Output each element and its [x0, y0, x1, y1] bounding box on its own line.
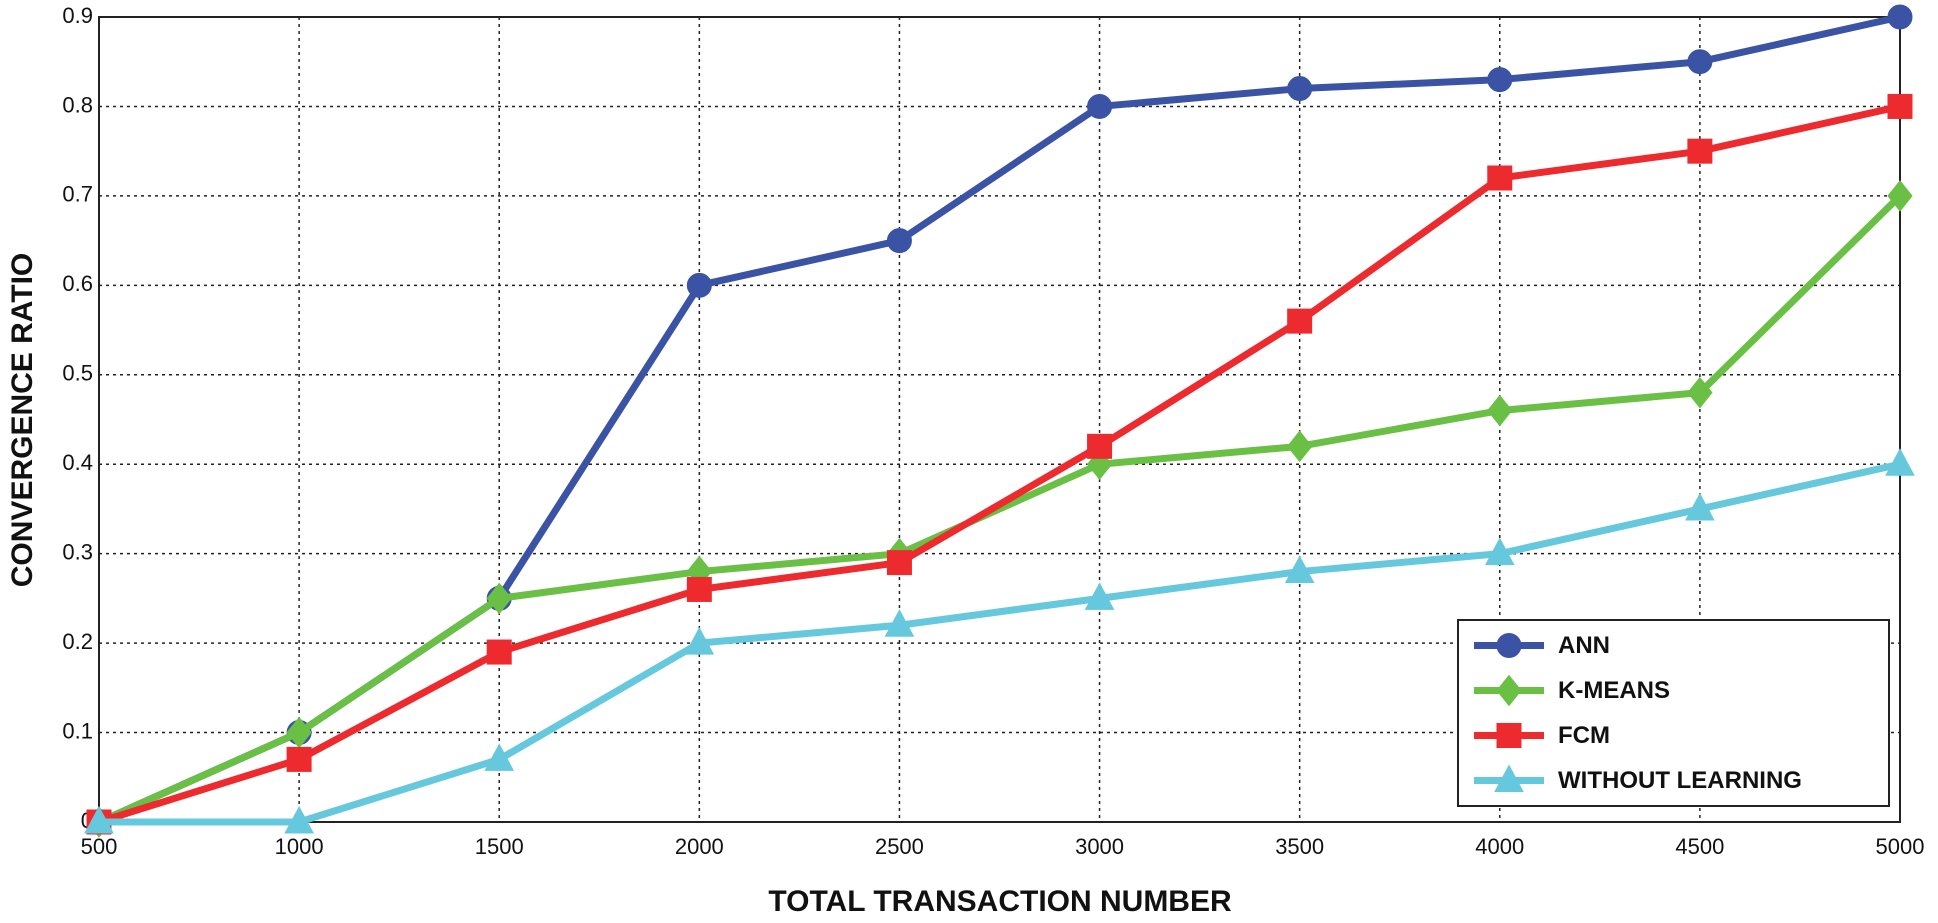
y-tick-label: 0.1 — [62, 718, 93, 743]
data-point — [1887, 4, 1913, 30]
data-point — [1287, 430, 1313, 463]
x-tick-label: 5000 — [1876, 834, 1925, 859]
data-point — [1287, 308, 1313, 334]
legend-label: FCM — [1558, 722, 1610, 749]
y-tick-label: 0.2 — [62, 629, 93, 654]
series-line — [97, 193, 1903, 826]
data-point — [1887, 93, 1913, 119]
y-tick-label: 0.9 — [62, 3, 93, 28]
legend-marker — [1496, 633, 1522, 658]
data-point — [286, 746, 312, 772]
legend: ANN K-MEANS FCM WITHOUT LEARNING — [1457, 619, 1890, 807]
data-point — [1687, 138, 1713, 164]
legend-label: K-MEANS — [1558, 677, 1670, 704]
data-point — [1084, 582, 1115, 610]
y-tick-label: 0.7 — [62, 182, 93, 207]
x-tick-label: 500 — [81, 834, 118, 859]
x-tick-label: 3500 — [1275, 834, 1324, 859]
y-tick-label: 0.6 — [62, 271, 93, 296]
y-tick-label: 0.3 — [62, 539, 93, 564]
data-point — [1484, 537, 1515, 566]
y-tick-label: 0.4 — [62, 450, 93, 475]
y-tick-label: 0.8 — [62, 92, 93, 117]
data-point — [1287, 76, 1313, 102]
x-tick-label: 1000 — [275, 834, 324, 859]
series-line — [99, 460, 1901, 826]
x-tick-label: 2000 — [675, 834, 724, 859]
data-point — [1087, 433, 1113, 459]
plot-frame — [98, 16, 1901, 823]
legend-label: ANN — [1558, 632, 1610, 659]
data-point — [684, 627, 715, 655]
y-tick-label: 0.5 — [62, 361, 93, 386]
data-point — [886, 550, 912, 576]
data-point — [1687, 49, 1713, 75]
legend-marker — [1494, 764, 1524, 792]
data-point — [1284, 555, 1315, 584]
legend-marker — [1496, 674, 1522, 707]
x-tick-label: 4500 — [1675, 834, 1724, 859]
y-axis-title: CONVERGENCE RATIO — [6, 253, 39, 587]
data-point — [1687, 376, 1713, 409]
x-tick-label: 2500 — [875, 834, 924, 859]
legend-label: WITHOUT LEARNING — [1558, 767, 1802, 794]
x-axis-title: TOTAL TRANSACTION NUMBER — [768, 885, 1232, 918]
series-line — [97, 103, 1901, 826]
data-point — [284, 805, 314, 834]
data-point — [884, 609, 915, 637]
data-point — [1685, 492, 1715, 521]
x-tick-label: 3000 — [1075, 834, 1124, 859]
data-point — [1487, 394, 1513, 427]
data-point — [1487, 67, 1513, 93]
legend-marker — [1496, 723, 1522, 748]
data-point — [1885, 448, 1915, 476]
data-point — [1887, 180, 1913, 212]
data-point — [686, 272, 712, 298]
data-point — [1487, 165, 1513, 191]
data-point — [84, 805, 114, 834]
data-point — [686, 576, 712, 602]
data-point — [886, 228, 912, 254]
legend-box — [1457, 619, 1890, 807]
data-point — [486, 582, 512, 615]
x-tick-label: 1500 — [475, 834, 524, 859]
x-tick-label: 4000 — [1475, 834, 1524, 859]
data-point — [1087, 93, 1113, 119]
data-point — [484, 743, 515, 771]
data-point — [486, 639, 512, 665]
